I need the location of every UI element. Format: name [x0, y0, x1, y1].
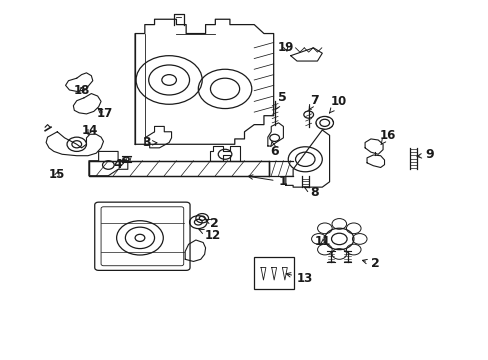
Text: 4: 4	[113, 158, 125, 171]
Text: 9: 9	[416, 148, 433, 162]
Text: 2: 2	[362, 257, 379, 270]
Bar	[89, 161, 268, 176]
Text: 5: 5	[275, 91, 286, 110]
Text: 19: 19	[277, 41, 293, 54]
Text: 12: 12	[199, 229, 221, 242]
Text: 1: 1	[248, 175, 286, 188]
Text: 10: 10	[329, 95, 346, 113]
Text: 8: 8	[304, 186, 318, 199]
Text: 18: 18	[73, 84, 89, 97]
Text: 17: 17	[96, 107, 112, 120]
Text: 13: 13	[285, 272, 313, 285]
Bar	[254, 257, 293, 289]
Text: 16: 16	[379, 129, 395, 145]
Text: 11: 11	[314, 235, 330, 248]
Bar	[89, 161, 268, 176]
Text: 3: 3	[142, 136, 157, 149]
Text: 2: 2	[204, 217, 219, 230]
Text: 6: 6	[269, 141, 278, 158]
Text: 7: 7	[308, 94, 318, 110]
Text: 14: 14	[81, 124, 98, 137]
Text: 15: 15	[49, 168, 65, 181]
